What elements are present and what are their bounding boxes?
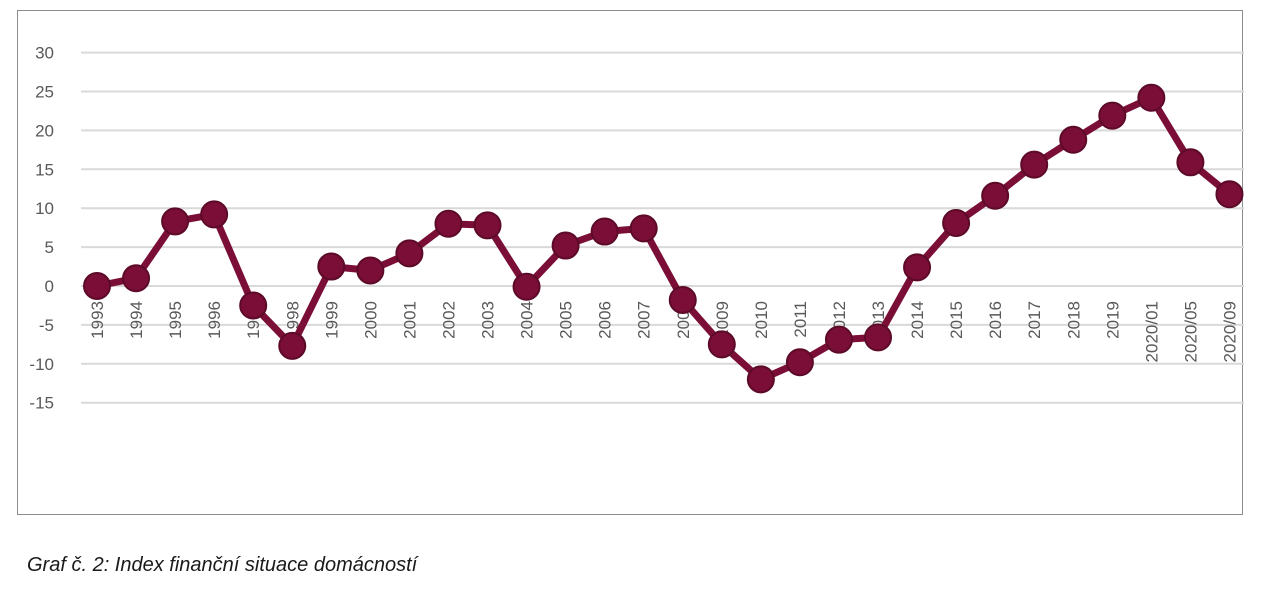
x-tick-label: 2020/01 bbox=[1142, 301, 1161, 362]
x-tick-label: 2010 bbox=[752, 301, 771, 339]
data-point bbox=[746, 365, 775, 394]
x-tick-label: 2005 bbox=[557, 301, 576, 339]
data-point bbox=[1059, 125, 1088, 154]
data-point bbox=[942, 208, 971, 237]
y-tick-label: 25 bbox=[35, 83, 54, 102]
data-point bbox=[707, 330, 736, 359]
x-tick-label: 2014 bbox=[908, 301, 927, 339]
x-tick-label: 2000 bbox=[361, 301, 380, 339]
x-tick-label: 2016 bbox=[986, 301, 1005, 339]
y-tick-label: 10 bbox=[35, 199, 54, 218]
data-point bbox=[981, 181, 1010, 210]
x-tick-label: 2020/05 bbox=[1181, 301, 1200, 362]
data-point bbox=[161, 207, 190, 236]
data-point bbox=[903, 253, 932, 282]
data-point bbox=[434, 209, 463, 238]
data-point bbox=[1137, 83, 1166, 112]
x-tick-label: 2019 bbox=[1103, 301, 1122, 339]
x-tick-label: 2018 bbox=[1064, 301, 1083, 339]
data-point bbox=[1020, 150, 1049, 179]
x-tick-label: 2003 bbox=[479, 301, 498, 339]
x-tick-label: 2020/09 bbox=[1220, 301, 1239, 362]
x-tick-label: 2002 bbox=[439, 301, 458, 339]
data-point bbox=[395, 239, 424, 268]
data-point bbox=[317, 252, 346, 281]
y-tick-label: 15 bbox=[35, 160, 54, 179]
x-tick-label: 2017 bbox=[1025, 301, 1044, 339]
x-tick-label: 2006 bbox=[596, 301, 615, 339]
chart-frame: 30 25 20 15 10 5 0 -5 -10 -15 1993 1994 1995 1996 199… bbox=[17, 10, 1244, 515]
x-tick-label: 1995 bbox=[166, 301, 185, 339]
y-tick-label: 30 bbox=[35, 44, 54, 63]
x-tick-label: 2009 bbox=[713, 301, 732, 339]
data-point bbox=[278, 331, 307, 360]
data-point bbox=[864, 323, 892, 352]
data-point bbox=[590, 217, 619, 246]
data-point bbox=[473, 211, 502, 240]
gridlines bbox=[81, 51, 1244, 404]
x-tick-label: 2011 bbox=[791, 301, 810, 338]
data-point bbox=[629, 214, 658, 243]
series-markers bbox=[83, 83, 1244, 394]
x-tick-label: 1996 bbox=[205, 301, 224, 339]
data-point bbox=[356, 256, 385, 285]
x-tick-label: 2015 bbox=[947, 301, 966, 339]
y-tick-label: -5 bbox=[39, 316, 54, 335]
data-point bbox=[1098, 101, 1127, 130]
data-point bbox=[551, 231, 580, 260]
x-tick-label: 1994 bbox=[127, 301, 146, 339]
x-axis-tick-labels: 1993 1994 1995 1996 1997 1998 1999 2000 2001 2002… bbox=[88, 301, 1239, 362]
data-point bbox=[785, 348, 814, 377]
data-point bbox=[122, 264, 151, 293]
data-point bbox=[1215, 180, 1244, 209]
figure-caption: Graf č. 2: Index finanční situace domácn… bbox=[27, 554, 418, 576]
data-point bbox=[200, 200, 229, 229]
data-point bbox=[239, 291, 268, 320]
data-point bbox=[83, 272, 111, 300]
x-tick-label: 1993 bbox=[88, 301, 107, 339]
y-tick-label: -10 bbox=[29, 355, 54, 374]
x-tick-label: 2007 bbox=[635, 301, 654, 339]
y-tick-label: 5 bbox=[45, 238, 54, 257]
data-point bbox=[512, 272, 541, 301]
data-point bbox=[824, 325, 853, 354]
data-point bbox=[668, 286, 697, 315]
y-tick-label: -15 bbox=[29, 394, 54, 413]
x-tick-label: 2001 bbox=[400, 301, 419, 339]
x-tick-label: 1999 bbox=[322, 301, 341, 339]
y-tick-label: 20 bbox=[35, 121, 54, 140]
y-axis-tick-labels: 30 25 20 15 10 5 0 -5 -10 -15 bbox=[29, 44, 54, 413]
data-point bbox=[1176, 148, 1205, 177]
y-tick-label: 0 bbox=[45, 277, 54, 296]
x-tick-label: 2004 bbox=[518, 301, 537, 339]
